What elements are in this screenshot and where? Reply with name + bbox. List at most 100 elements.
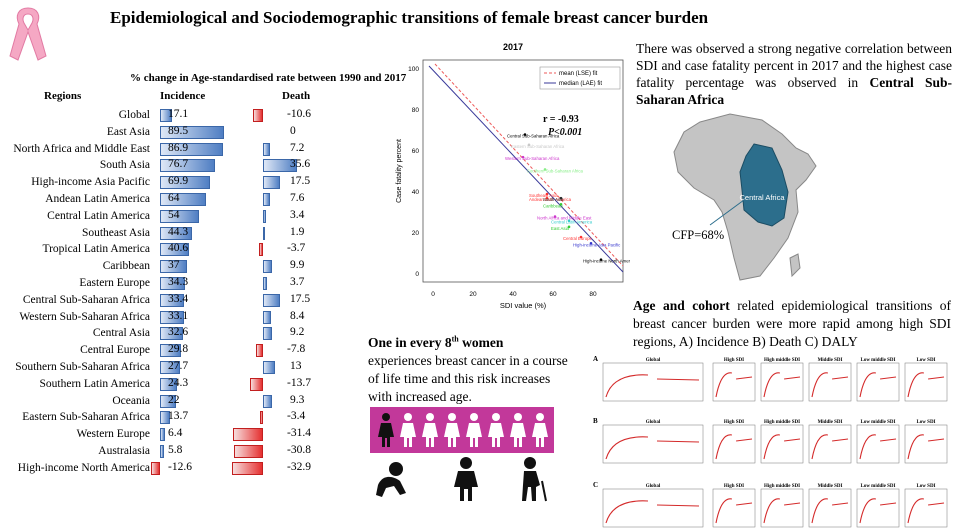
p-value: P<0.001 — [548, 127, 582, 138]
incidence-value: 22 — [168, 393, 180, 406]
panel-title: Low middle SDI — [860, 420, 895, 425]
incidence-bar — [160, 293, 185, 307]
incidence-value: 44.3 — [168, 225, 189, 238]
panel-frame — [760, 488, 804, 528]
region-label: Australasia — [98, 445, 150, 457]
panel-trend-line — [811, 372, 849, 398]
region-label: Global — [118, 109, 150, 121]
death-value: -3.4 — [287, 410, 306, 423]
scatter-point — [521, 155, 525, 159]
region-label: Western Europe — [76, 428, 150, 441]
incidence-bar — [160, 125, 225, 139]
scatter-point-label: Central Latin America — [551, 220, 593, 225]
panel-frame — [712, 362, 756, 402]
region-label: Caribbean — [102, 260, 150, 273]
death-bar — [263, 159, 297, 173]
death-bar — [233, 428, 263, 442]
death-bar — [263, 293, 280, 307]
x-tick-label: 60 — [549, 291, 557, 298]
region-label: Central Latin America — [47, 209, 150, 222]
panel-frame — [856, 362, 900, 402]
lifetime-risk-body: experiences breast cancer in a course of… — [368, 352, 568, 404]
death-value: 8.4 — [290, 309, 305, 322]
region-label: South Asia — [99, 159, 150, 172]
panel-title: Global — [646, 484, 661, 489]
scatter-point — [543, 168, 547, 171]
region-label: Eastern Sub-Saharan Africa — [22, 411, 150, 424]
incidence-value: 40.6 — [168, 242, 189, 255]
incidence-value: 76.7 — [168, 158, 189, 171]
death-bar — [233, 445, 263, 458]
incidence-bar — [160, 361, 180, 374]
scatter-point — [589, 241, 593, 245]
y-tick-label: 60 — [412, 148, 420, 155]
incidence-bar — [160, 344, 182, 358]
mean-fit-line — [434, 63, 624, 267]
panel-title: Low SDI — [916, 484, 935, 489]
y-tick-label: 100 — [408, 66, 419, 73]
panel-trend-line — [605, 500, 700, 524]
africa-map: Central Africa — [673, 113, 817, 281]
region-label: Southern Sub-Saharan Africa — [15, 361, 150, 373]
panel-title: Middle SDI — [818, 484, 843, 489]
panel-title: High SDI — [724, 420, 744, 425]
scatter-point — [523, 133, 527, 136]
panel-frame — [904, 488, 948, 528]
incidence-value: 29.8 — [168, 343, 189, 356]
scatter-point — [527, 143, 531, 147]
panel-row-label: B — [593, 417, 598, 425]
women-icons-row — [378, 413, 548, 447]
incidence-value: 64 — [168, 192, 180, 204]
lifetime-risk-bold: One in every 8th women — [368, 334, 503, 350]
death-bar — [263, 310, 271, 324]
death-value: -32.9 — [287, 460, 311, 473]
panel-frame — [856, 488, 900, 528]
incidence-value: 86.9 — [168, 141, 189, 154]
panel-title: Global — [646, 358, 661, 363]
panel-frame — [712, 488, 756, 528]
scatter-point-label: Andean Latin America — [529, 197, 572, 202]
death-bar — [263, 142, 270, 156]
panel-row-label: A — [593, 355, 598, 363]
panel-frame — [904, 362, 948, 402]
death-value: 13 — [290, 360, 302, 372]
regions-table: Global East Asia North Africa and Middle E… — [0, 107, 150, 487]
y-tick-label: 80 — [412, 107, 420, 114]
y-axis-label: Case fatality percent — [396, 139, 403, 203]
lifetime-risk-bold-pre: One in every 8 — [368, 334, 452, 350]
region-label: Central Sub-Saharan Africa — [22, 293, 150, 306]
woman-icon — [444, 413, 460, 447]
death-bar — [231, 461, 263, 475]
scatter-point-label: High-income North America — [583, 259, 630, 264]
scatter-point — [579, 235, 583, 239]
panel-frame — [904, 424, 948, 464]
incidence-bar — [160, 428, 165, 442]
x-tick-label: 40 — [509, 291, 517, 298]
panel-row-label: C — [593, 481, 598, 489]
death-bar — [263, 209, 267, 223]
scatter-point-label: Eastern Sub-Saharan Africa — [511, 144, 565, 149]
elderly-person-icon — [522, 457, 547, 502]
region-label: Oceania — [112, 394, 150, 407]
incidence-header: Incidence — [160, 90, 206, 102]
death-value: -31.4 — [287, 427, 311, 440]
scatter-point-label: Central Europe — [563, 236, 593, 241]
death-value: 17.5 — [290, 292, 311, 305]
panel-trend-line — [715, 434, 753, 460]
incidence-bar — [160, 142, 223, 156]
panel-frame — [602, 488, 704, 528]
region-label: Eastern Europe — [79, 277, 150, 289]
age-cohort-bold: Age and cohort — [633, 298, 730, 313]
central-africa-label: Central Africa — [739, 193, 785, 202]
lifetime-risk-text: One in every 8th women experiences breas… — [368, 330, 568, 406]
panel-trend-line — [811, 498, 849, 524]
incidence-bar — [160, 193, 207, 206]
incidence-value: 54 — [168, 208, 180, 221]
region-label: North Africa and Middle East — [13, 142, 150, 155]
panel-title: High middle SDI — [764, 484, 800, 489]
region-label: High-income Asia Pacific — [31, 176, 150, 189]
death-bar — [263, 176, 280, 190]
woman-icon — [400, 413, 416, 447]
death-value: 17.5 — [290, 175, 311, 188]
panel-trend-line — [907, 372, 945, 398]
